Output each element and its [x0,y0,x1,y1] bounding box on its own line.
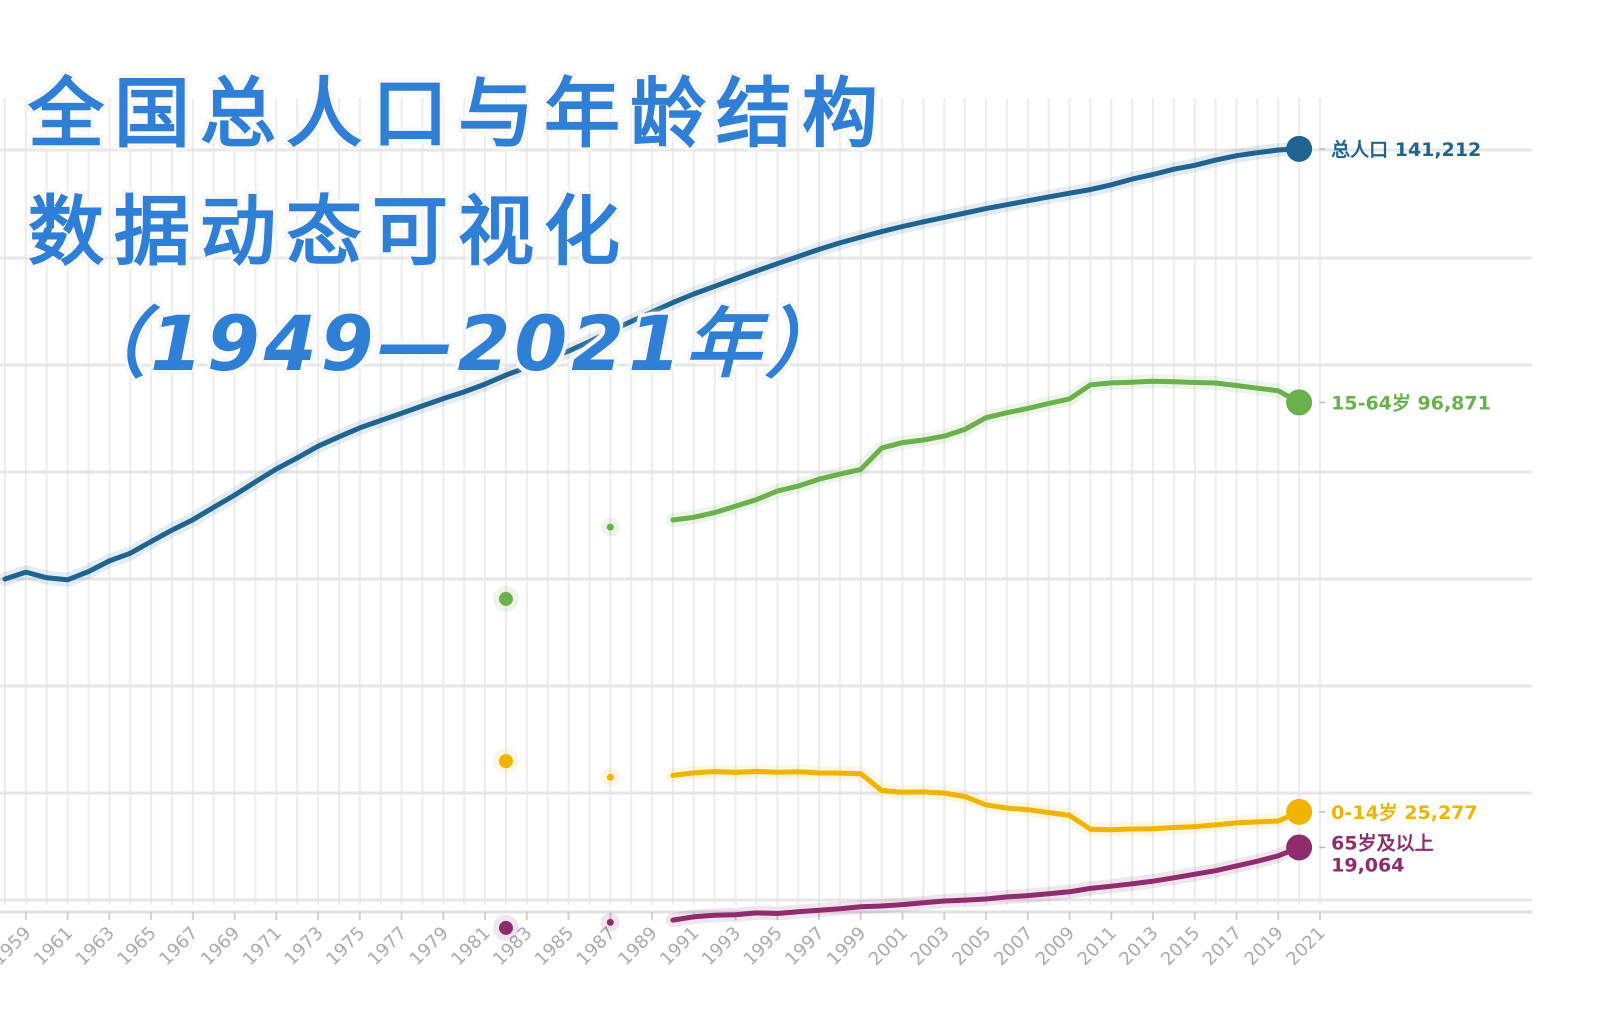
x-tick-label: 1961 [30,923,77,970]
series-line [670,378,1302,523]
data-point [498,920,513,935]
x-tick-label: 2009 [1032,923,1079,970]
x-tick-label: 2013 [1115,923,1162,970]
series-end-marker [1286,798,1313,825]
chart-title-line1: 全国总人口与年龄结构 [28,69,888,158]
x-tick-label: 1975 [322,923,369,970]
data-point [498,591,513,606]
data-point [606,523,614,531]
x-tick-label: 1959 [0,923,35,970]
series-end-marker [1286,834,1313,861]
series-end-label: 0-14岁 25,277 [1331,801,1477,824]
x-tick-label: 1969 [197,923,244,970]
x-tick-label: 2015 [1157,923,1204,970]
x-tick-label: 1967 [155,923,202,970]
series-end-marker [1286,389,1313,416]
x-tick-label: 1965 [113,923,160,970]
series-labels: 总人口 141,212 15-64岁 96,871 0-14岁 25,277 65岁及… [1319,138,1491,876]
series-lines [0,135,1313,941]
series-end-label: 总人口 141,212 [1331,138,1481,161]
x-tick-label: 1991 [656,923,703,970]
x-tick-label: 1985 [531,923,578,970]
x-tick-label: 1993 [698,923,745,970]
data-point [498,754,513,769]
series-end-label: 15-64岁 96,871 [1331,391,1491,414]
x-tick-label: 2005 [948,923,995,970]
x-tick-label: 1995 [740,923,787,970]
x-tick-label: 1981 [447,923,494,970]
x-tick-label: 2003 [907,923,954,970]
x-tick-label: 2021 [1282,923,1329,970]
data-point [606,773,614,781]
x-tick-label: 1977 [364,923,411,970]
x-tick-label: 1999 [823,923,870,970]
x-tick-label: 2017 [1199,923,1246,970]
chart-title-line3: （1949—2021年） [70,299,846,388]
series-line [2,146,1302,583]
x-tick-label: 1971 [239,923,286,970]
x-tick-label: 1989 [614,923,661,970]
x-axis-ticks: 1959196119631965196719691971197319751977… [0,912,1330,970]
series-end-label-line1: 65岁及以上 [1331,831,1433,854]
x-tick-label: 2011 [1074,923,1121,970]
series-line [670,844,1302,923]
x-tick-label: 1973 [280,923,327,970]
x-tick-label: 1979 [406,923,453,970]
x-tick-label: 1997 [781,923,828,970]
x-tick-label: 1963 [72,923,119,970]
data-point [606,918,614,926]
x-tick-label: 2001 [865,923,912,970]
series-end-label-line2: 19,064 [1331,854,1404,876]
x-tick-label: 2007 [990,923,1037,970]
series-line [670,768,1302,833]
x-tick-label: 2019 [1241,923,1288,970]
series-end-marker [1286,135,1313,162]
chart-title-line2: 数据动态可视化 [28,187,630,276]
